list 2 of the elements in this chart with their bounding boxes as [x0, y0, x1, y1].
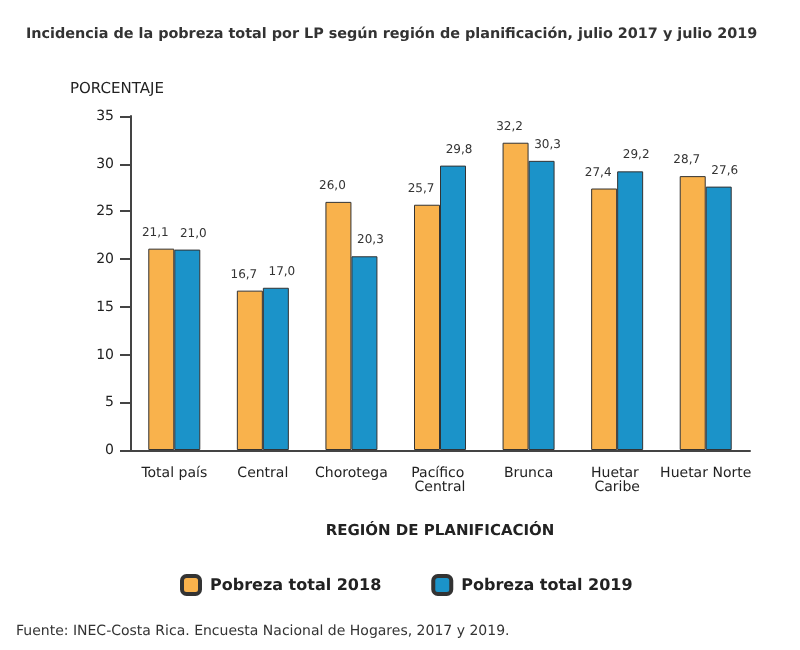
- legend-label: Pobreza total 2019: [461, 576, 634, 594]
- legend-label: Pobreza total 2018: [210, 576, 383, 594]
